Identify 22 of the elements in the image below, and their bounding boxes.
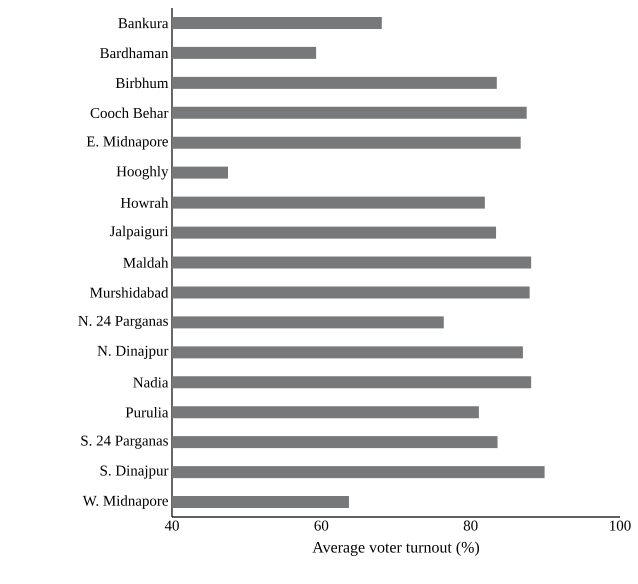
y-tick-label: N. 24 Parganas [78,316,168,329]
y-tick-label: Purulia [126,406,168,418]
y-tick-label: Nadia [133,377,168,388]
y-tick-label: N. Dinajpur [98,346,168,359]
x-tick-label: 40 [164,520,179,531]
y-tick-label: Hooghly [116,166,168,180]
y-tick-label: Bankura [118,18,168,28]
y-tick-label: W. Midnapore [82,495,168,509]
y-tick-label: Birbhum [116,78,168,88]
y-tick-label: Murshidabad [90,287,168,298]
y-tick-label: S. 24 Parganas [81,436,168,449]
y-tick-label: E. Midnapore [86,136,168,150]
y-tick-label: Bardhaman [100,48,168,58]
y-tick-label: S. Dinajpur [100,466,168,479]
x-tick-label: 80 [464,520,478,531]
y-tick-label: Jalpaiguri [110,226,168,240]
x-tick-label: 60 [314,520,328,531]
y-tick-label: Maldah [123,257,168,268]
y-tick-label: Howrah [120,197,168,208]
y-tick-label: Cooch Behar [90,108,168,118]
x-tick-label: 100 [610,520,631,531]
x-axis-title: Average voter turnout (%) [312,541,480,556]
